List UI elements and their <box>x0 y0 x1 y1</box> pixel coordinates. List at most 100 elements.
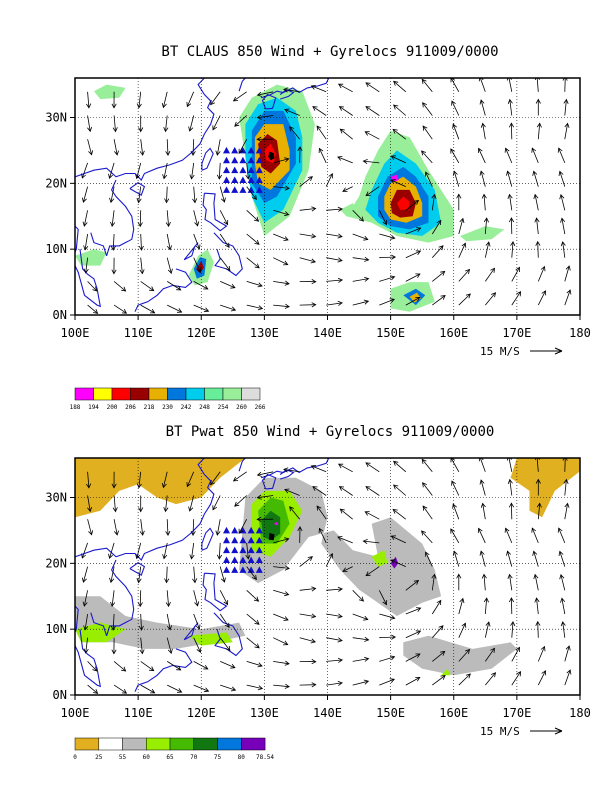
claus-wind-vector <box>564 289 571 306</box>
claus-wind-vector <box>531 147 539 164</box>
pwat-wind-vector-head <box>515 646 520 652</box>
claus-wind-vector <box>193 257 201 273</box>
claus-wind-vector-head <box>565 265 571 271</box>
pwat-wind-vector-head <box>506 550 511 556</box>
pwat-wind-vector-head <box>82 601 88 607</box>
claus-colorbar-swatch <box>241 387 261 401</box>
claus-wind-vector <box>165 115 168 132</box>
pwat-wind-vector <box>299 588 316 591</box>
pwat-wind-vector-head <box>311 613 317 619</box>
pwat-wind-vector-head <box>479 479 485 485</box>
pwat-wind-vector-head <box>564 502 570 508</box>
claus-wind-vector <box>113 304 127 314</box>
claus-coastline <box>75 225 102 308</box>
claus-wind-vector-head <box>564 122 570 128</box>
pwat-wind-vector-head <box>337 536 343 541</box>
pwat-x-tick-label: 180 <box>569 706 591 720</box>
claus-gyre-marker <box>231 156 239 164</box>
claus-wind-vector-head <box>362 159 368 165</box>
claus-wind-vector <box>560 194 566 211</box>
pwat-wind-vector-head <box>254 643 260 649</box>
claus-wind-vector-head <box>557 147 563 153</box>
claus-wind-vector-head <box>109 197 115 204</box>
pwat-wind-vector-head <box>365 462 371 468</box>
pwat-wind-vector-head <box>310 638 317 644</box>
pwat-wind-vector <box>193 684 209 692</box>
claus-wind-vector-head <box>111 269 117 275</box>
claus-wind-vector-head <box>256 91 263 97</box>
pwat-colorbar-label: 65 <box>166 754 174 761</box>
pwat-wind-vector-head <box>93 688 99 694</box>
claus-wind-vector-head <box>365 106 371 111</box>
pwat-wind-vector-head <box>508 597 515 603</box>
claus-wind-vector-head <box>560 241 566 247</box>
pwat-wind-vector <box>365 462 380 473</box>
claus-colorbar-swatch <box>111 387 131 401</box>
claus-wind-vector-head <box>479 99 485 105</box>
pwat-colorbar-swatch <box>169 737 195 751</box>
claus-wind-vector <box>458 269 470 282</box>
pwat-wind-vector <box>113 495 116 512</box>
claus-colorbar: 188 194 200 206 218 230 242 248 254 260 266 <box>70 387 266 411</box>
claus-wind-vector-head <box>164 198 170 204</box>
claus-wind-vector-head <box>562 78 568 81</box>
pwat-wind-vector <box>166 613 171 630</box>
claus-wind-vector-head <box>510 240 516 247</box>
claus-axis-ticks: 100E 110E 120E 130E 140E 150E 160E 170E 180 0N 10N… <box>45 111 591 341</box>
claus-wind-vector <box>87 139 92 155</box>
pwat-wind-vector <box>564 479 567 496</box>
pwat-shaded-region <box>403 635 517 676</box>
claus-gyre-marker <box>239 186 247 193</box>
pwat-wind-vector-head <box>415 677 421 682</box>
pwat-wind-vector <box>352 680 369 686</box>
claus-gyre-marker <box>239 176 247 184</box>
claus-gyre-marker <box>231 176 239 184</box>
pwat-wind-vector-head <box>337 680 343 686</box>
pwat-wind-vector <box>218 542 221 559</box>
pwat-wind-vector-head <box>390 559 396 564</box>
pwat-wind-vector <box>163 471 168 488</box>
pwat-wind-vector-head <box>337 637 343 643</box>
pwat-wind-vector <box>421 530 433 544</box>
claus-wind-vector <box>405 273 421 282</box>
pwat-wind-vector-head <box>283 467 289 473</box>
pwat-wind-vector <box>219 637 231 651</box>
claus-wind-vector-head <box>311 302 317 308</box>
claus-wind-vector <box>284 109 300 116</box>
claus-wind-vector <box>451 100 460 116</box>
claus-colorbar-swatch <box>93 387 113 401</box>
claus-wind-vector <box>193 186 196 203</box>
pwat-wind-vector <box>234 495 247 507</box>
claus-wind-vector <box>138 186 142 203</box>
pwat-wind-vector-head <box>284 683 290 689</box>
pwat-wind-vector <box>273 589 289 596</box>
pwat-wind-vector <box>537 670 546 686</box>
pwat-gyre-marker <box>239 566 247 573</box>
pwat-wind-vector <box>166 566 168 583</box>
pwat-wind-vector-head <box>186 481 192 488</box>
claus-colorbar-label: 230 <box>162 404 173 411</box>
claus-x-tick-label: 130E <box>250 326 279 340</box>
pwat-wind-vector-head <box>560 621 566 627</box>
claus-wind-vector-head <box>480 122 486 128</box>
pwat-wind-vector-head <box>109 577 115 584</box>
pwat-wind-vector <box>87 471 90 488</box>
pwat-coastline <box>202 572 228 612</box>
claus-wind-vector-head <box>318 147 324 154</box>
claus-wind-vector <box>484 268 495 282</box>
pwat-wind-vector-head <box>150 688 156 694</box>
claus-wind-vector-head <box>257 305 264 311</box>
claus-wind-vector <box>564 78 566 92</box>
claus-wind-vector-head <box>541 290 547 296</box>
pwat-wind-vector <box>246 684 263 689</box>
pwat-wind-vector <box>564 645 570 662</box>
claus-wind-vector-head <box>82 221 88 227</box>
pwat-x-tick-label: 140E <box>313 706 342 720</box>
pwat-wind-vector <box>140 661 154 672</box>
pwat-y-tick-label: 30N <box>45 491 67 505</box>
pwat-wind-vector <box>136 542 142 559</box>
claus-wind-vector <box>393 104 407 116</box>
pwat-wind-vector-head <box>216 554 223 560</box>
claus-wind-vector <box>83 186 88 203</box>
claus-coastline <box>213 232 243 277</box>
